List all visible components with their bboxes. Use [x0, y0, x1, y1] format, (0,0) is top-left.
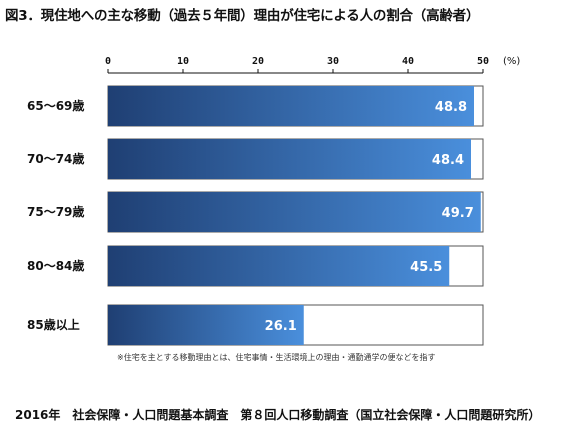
category-label: 80～84歳	[27, 258, 84, 273]
x-tick-label: 40	[402, 56, 414, 67]
bar	[108, 139, 471, 179]
bar	[108, 246, 450, 286]
bar-rows: 65～69歳 48.8 70～74歳 48.4 75～79歳 49.7 80～84歳 45.5…	[27, 85, 484, 346]
source-note: 2016年 社会保障・人口問題基本調査 第８回人口移動調査（国立社会保障・人口問…	[15, 408, 541, 422]
bar	[108, 86, 474, 126]
x-tick-label: 10	[177, 56, 189, 67]
bar-value-label: 48.8	[435, 100, 467, 115]
category-label: 65～69歳	[27, 98, 84, 113]
bar	[108, 192, 481, 232]
x-tick-label: 20	[252, 56, 264, 67]
x-tick-label: 50	[477, 56, 489, 67]
category-label: 75～79歳	[27, 204, 84, 219]
bar-value-label: 26.1	[265, 319, 297, 334]
chart-title: 図3．現住地への主な移動（過去５年間）理由が住宅による人の割合（高齢者）	[5, 8, 480, 24]
category-label: 85歳以上	[27, 317, 80, 332]
bar-value-label: 48.4	[432, 153, 464, 168]
x-tick-label: 0	[105, 56, 111, 67]
axis-unit-label: (%)	[503, 56, 520, 67]
bar-value-label: 49.7	[442, 206, 474, 221]
bar-value-label: 45.5	[410, 260, 442, 275]
x-axis: 0 10 20 30 40 50 (%)	[105, 56, 520, 74]
x-tick-label: 30	[327, 56, 339, 67]
footnote: ※住宅を主とする移動理由とは、住宅事情・生活環境上の理由・通勤通学の便などを指す	[117, 353, 436, 362]
category-label: 70～74歳	[27, 151, 84, 166]
bar	[108, 305, 304, 345]
